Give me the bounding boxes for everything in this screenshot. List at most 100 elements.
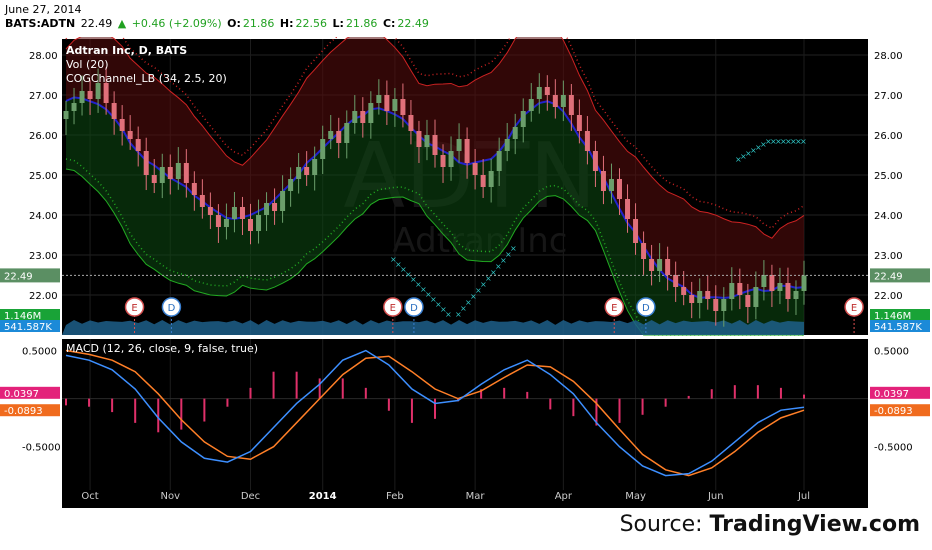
- volume-text: 541.587K: [4, 322, 52, 333]
- macd-value-tag-left: [0, 386, 60, 399]
- macd-label: MACD (12, 26, close, 9, false, true): [66, 342, 259, 355]
- candle-body: [199, 195, 205, 207]
- candle-body: [384, 95, 390, 111]
- cog-signal-marker: ×: [395, 260, 402, 269]
- candle-body: [560, 95, 566, 107]
- candle-body: [488, 171, 494, 187]
- cog-signal-marker: ×: [425, 290, 432, 299]
- macd-histogram-bar: [733, 385, 736, 399]
- macd-histogram-bar: [434, 398, 436, 419]
- macd-value-tag-right: [870, 386, 930, 399]
- candle-body: [673, 275, 679, 287]
- volume-tag-left: [0, 320, 60, 332]
- candle-body: [697, 291, 703, 303]
- event-marker-e: [604, 297, 624, 317]
- cog-signal-marker: ×: [415, 280, 422, 289]
- trading-chart[interactable]: ADTNAdtran IncEDEDEDE28.0028.0027.0027.0…: [0, 37, 932, 508]
- candle-body: [456, 139, 462, 151]
- candle-body: [416, 131, 422, 147]
- candle-body: [320, 139, 326, 159]
- candle-body: [496, 151, 502, 171]
- candle-body: [360, 111, 366, 123]
- signal-value-tag-left: [0, 404, 60, 417]
- candle-body: [239, 207, 245, 219]
- change-value: +0.46 (+2.09%): [131, 17, 222, 30]
- time-tick-label: Oct: [81, 491, 98, 502]
- last-price-tag-right: [870, 268, 930, 283]
- cog-upper-fill: [66, 37, 804, 298]
- price-tick-right: 27.00: [874, 91, 903, 102]
- cog-signal-marker: ×: [490, 268, 497, 277]
- candle-body: [336, 131, 342, 143]
- candle-body: [705, 291, 711, 299]
- candle-body: [264, 203, 270, 215]
- price-tick-right: 24.00: [874, 211, 903, 222]
- candle-body: [520, 111, 526, 127]
- last-price-tag-text: 22.49: [4, 271, 33, 282]
- cog-signal-marker: ×: [485, 274, 492, 283]
- candle-body: [256, 215, 262, 231]
- candle-body: [769, 275, 775, 291]
- quote-header: June 27, 2014 BATS:ADTN 22.49 ▲ +0.46 (+…: [0, 0, 932, 36]
- candle-body: [633, 219, 639, 243]
- time-tick-label: Jun: [707, 491, 724, 502]
- time-axis-band: [62, 490, 868, 508]
- macd-histogram-bar: [249, 387, 252, 399]
- candle-body: [159, 167, 165, 183]
- candle-body: [568, 95, 574, 115]
- time-tick-label: Apr: [555, 491, 573, 502]
- cog-signal-marker: ×: [785, 137, 792, 146]
- cog-signal-marker: ×: [770, 137, 777, 146]
- candle-body: [87, 91, 93, 99]
- time-tick-label: Feb: [386, 491, 404, 502]
- cog-signal-marker: ×: [500, 256, 507, 265]
- candle-body: [801, 275, 807, 291]
- chart-title: Adtran Inc, D, BATS: [66, 44, 188, 57]
- cog-signal-marker: ×: [795, 137, 802, 146]
- cog-signal-marker: ×: [445, 310, 452, 319]
- macd-histogram-bar: [549, 398, 552, 410]
- close-label: C:: [382, 17, 396, 30]
- cog-signal-marker: ×: [455, 310, 462, 319]
- event-marker-label: D: [642, 303, 650, 314]
- last-price-tag-left: [0, 268, 60, 283]
- candle-body: [296, 167, 302, 179]
- price-tick-left: 27.00: [29, 91, 58, 102]
- cog-signal-marker: ×: [735, 155, 742, 164]
- price-tick-left: 24.00: [29, 211, 58, 222]
- cog-signal-marker: ×: [505, 250, 512, 259]
- candle-body: [745, 295, 751, 307]
- last-price: 22.49: [80, 17, 113, 30]
- candle-body: [95, 83, 101, 99]
- candle-body: [231, 207, 237, 219]
- price-tick-right: 23.00: [874, 251, 903, 262]
- macd-histogram-bar: [756, 385, 759, 399]
- time-tick-label: Dec: [241, 491, 260, 502]
- cog-signal-marker: ×: [510, 244, 517, 253]
- macd-histogram-bar: [503, 387, 506, 399]
- candle-body: [143, 151, 149, 175]
- candle-body: [480, 175, 486, 187]
- candle-body: [777, 283, 783, 291]
- candle-body: [552, 95, 558, 107]
- cog-signal-marker: ×: [775, 137, 782, 146]
- candle-body: [135, 139, 141, 151]
- candle-body: [536, 87, 542, 99]
- volume-avg-tag-left: [0, 309, 60, 321]
- cog-signal-marker: ×: [435, 300, 442, 309]
- macd-histogram-bar: [779, 387, 782, 399]
- quote-line: BATS:ADTN 22.49 ▲ +0.46 (+2.09%) O: 21.86…: [5, 17, 431, 30]
- macd-tick-left: 0.5000: [22, 347, 57, 358]
- candle-body: [215, 215, 221, 227]
- candle-body: [151, 175, 157, 183]
- time-tick-label: Nov: [161, 491, 181, 502]
- chart-date: June 27, 2014: [5, 3, 82, 16]
- cog-signal-marker: ×: [750, 146, 757, 155]
- candle-body: [681, 287, 687, 295]
- event-marker-e: [383, 297, 403, 317]
- volume-tag-right: [870, 320, 930, 332]
- time-tick-label: 2014: [309, 491, 337, 502]
- volume-area: [62, 320, 804, 335]
- source-brand: TradingView.com: [709, 512, 920, 537]
- cog-signal-marker: ×: [470, 292, 477, 301]
